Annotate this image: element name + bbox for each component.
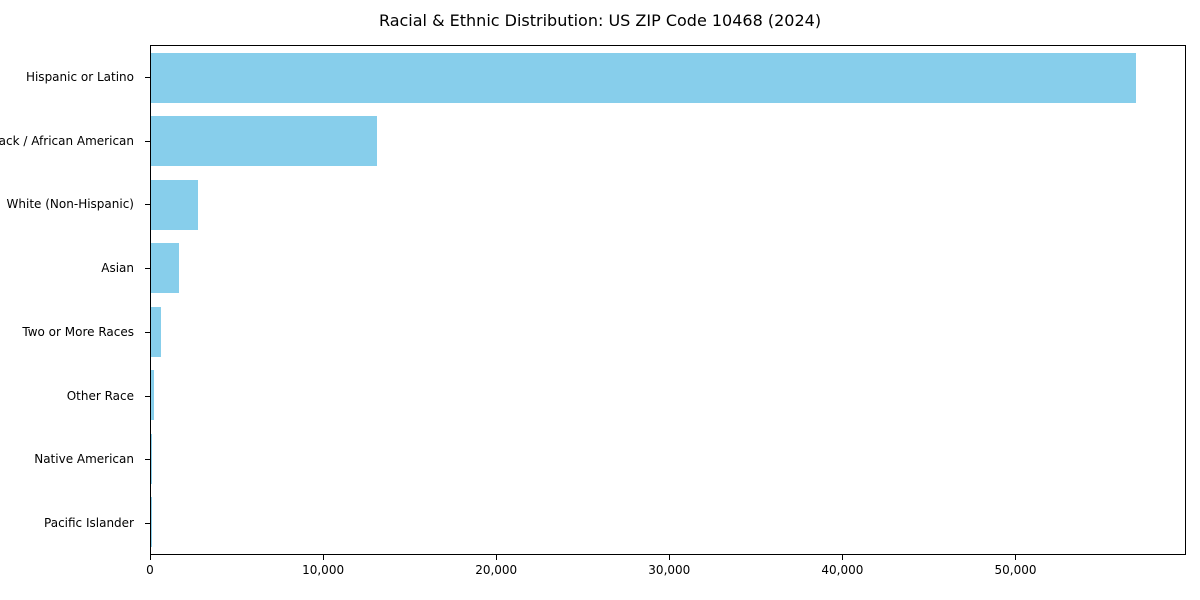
bar bbox=[151, 433, 153, 484]
bar bbox=[151, 179, 198, 230]
bar bbox=[151, 116, 378, 166]
y-tick-label: Pacific Islander bbox=[44, 516, 134, 531]
bar bbox=[151, 243, 179, 293]
y-tick-mark bbox=[145, 395, 150, 397]
bar bbox=[151, 370, 155, 420]
bars-container bbox=[151, 46, 1185, 554]
x-tick-label: 20,000 bbox=[475, 563, 518, 577]
bar-row bbox=[151, 364, 1185, 428]
y-tick-label: Two or More Races bbox=[22, 324, 134, 339]
y-tick-label: Asian bbox=[101, 261, 134, 276]
x-tick-label: 0 bbox=[146, 563, 154, 577]
x-tick-label: 10,000 bbox=[302, 563, 345, 577]
chart-title: Racial & Ethnic Distribution: US ZIP Cod… bbox=[378, 11, 822, 30]
bar-row bbox=[151, 491, 1185, 555]
y-tick-mark bbox=[145, 523, 150, 525]
x-tick-mark bbox=[842, 555, 844, 560]
y-tick-mark bbox=[145, 459, 150, 461]
y-tick-mark bbox=[145, 76, 150, 78]
y-tick-mark bbox=[145, 268, 150, 270]
y-tick-label: Other Race bbox=[66, 388, 134, 403]
x-tick-mark bbox=[323, 555, 325, 560]
y-tick-mark bbox=[145, 331, 150, 333]
x-tick-label: 50,000 bbox=[994, 563, 1037, 577]
x-tick-mark bbox=[1015, 555, 1017, 560]
y-tick-label: Hispanic or Latino bbox=[25, 69, 134, 84]
bar-row bbox=[151, 173, 1185, 237]
bar-row bbox=[151, 300, 1185, 364]
y-axis-labels: Hispanic or Latino Black / African Americ… bbox=[0, 45, 142, 555]
bar-row bbox=[151, 46, 1185, 110]
bar-row bbox=[151, 237, 1185, 301]
x-tick-mark bbox=[669, 555, 671, 560]
bar-row bbox=[151, 110, 1185, 174]
y-tick-label: White (Non-Hispanic) bbox=[6, 197, 134, 212]
x-tick-mark bbox=[150, 555, 151, 560]
x-tick-label: 40,000 bbox=[821, 563, 864, 577]
x-tick-label: 30,000 bbox=[648, 563, 691, 577]
x-tick-mark bbox=[496, 555, 498, 560]
bar bbox=[151, 52, 1136, 103]
y-tick-mark bbox=[145, 204, 150, 206]
y-tick-mark bbox=[145, 140, 150, 142]
y-tick-label: Native American bbox=[34, 452, 134, 467]
bar-row bbox=[151, 427, 1185, 491]
plot-area bbox=[150, 45, 1186, 555]
y-tick-label: Black / African American bbox=[0, 133, 134, 148]
bar bbox=[151, 306, 162, 357]
